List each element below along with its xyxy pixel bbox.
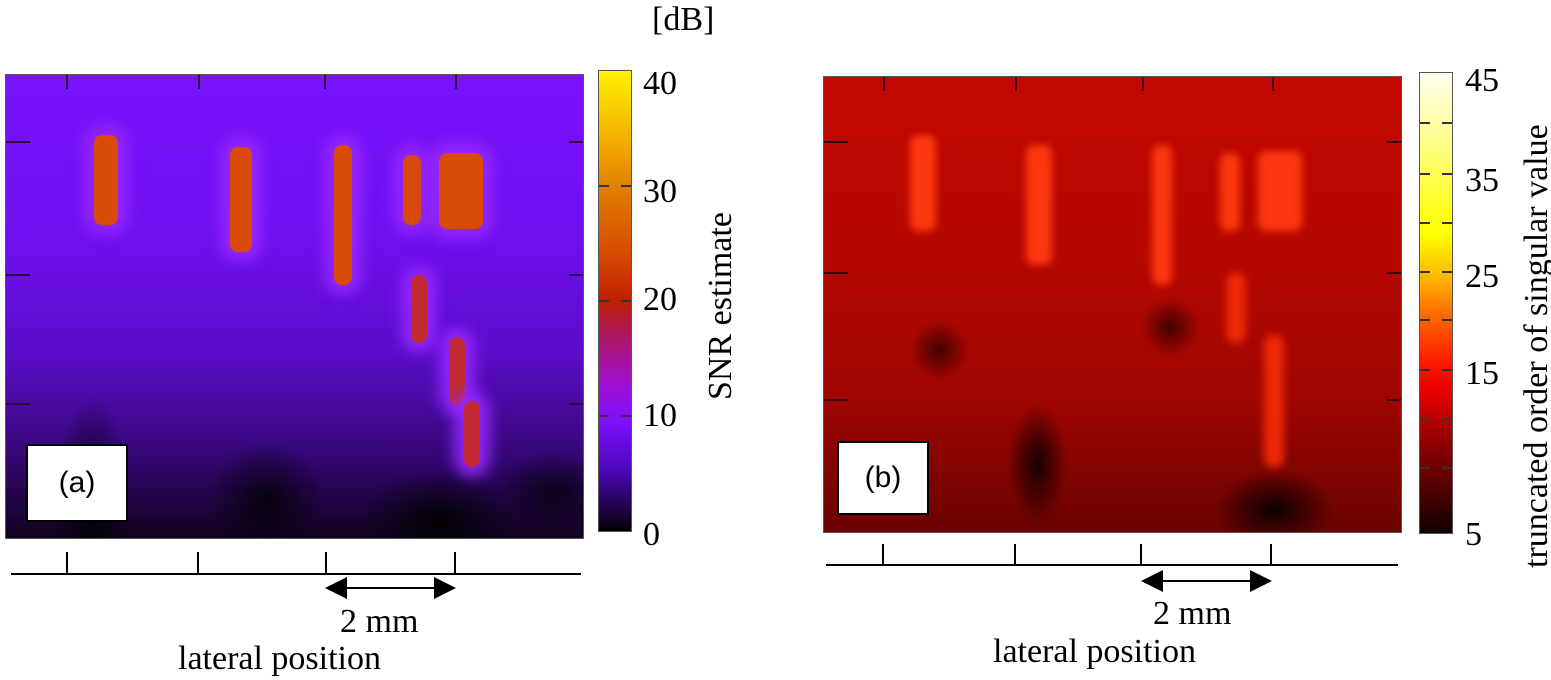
colorbar-tick <box>1420 271 1430 273</box>
colorbar-tick <box>1420 222 1430 224</box>
bright-spot <box>439 153 483 229</box>
arrow-left-icon <box>325 577 347 599</box>
scale-bar-arrow <box>340 587 440 589</box>
x-axis-tick <box>1014 544 1016 566</box>
colorbar-tick-label: 10 <box>643 397 677 434</box>
bright-spot <box>910 135 936 231</box>
top-tick <box>883 77 885 91</box>
colorbar-tick <box>1442 173 1452 175</box>
left-tick <box>824 272 848 274</box>
top-tick <box>66 75 68 89</box>
bright-spot <box>1026 145 1052 265</box>
top-tick <box>1142 77 1144 91</box>
heatmap-singular-value-panel: (b) <box>823 76 1402 533</box>
colorbar-tick <box>621 185 631 187</box>
colorbar-tick <box>1420 122 1430 124</box>
bright-spot <box>230 147 252 252</box>
colorbar-tick <box>621 300 631 302</box>
panel-label-b: (b) <box>837 441 929 515</box>
left-tick <box>6 403 30 405</box>
colorbar-tick <box>1420 418 1430 420</box>
bright-spot <box>94 135 118 225</box>
x-axis-tick <box>882 544 884 566</box>
colorbar-snr <box>598 70 632 532</box>
colorbar-tick <box>599 300 609 302</box>
colorbar-title: truncated order of singular value <box>1518 124 1551 568</box>
colorbar-tick-label: 25 <box>1465 258 1499 295</box>
colorbar-tick-label: 0 <box>643 516 660 553</box>
x-axis-label: lateral position <box>993 633 1197 670</box>
colorbar-tick-label: 20 <box>643 281 677 318</box>
x-axis-line <box>826 564 1398 566</box>
x-axis-label: lateral position <box>178 640 382 677</box>
x-axis-tick <box>325 552 327 574</box>
left-tick <box>824 399 848 401</box>
top-tick <box>1015 77 1017 91</box>
right-tick <box>1387 141 1401 143</box>
scale-bar-label: 2 mm <box>1153 595 1232 632</box>
colorbar-tick-label: 35 <box>1465 162 1499 199</box>
right-tick <box>569 274 583 276</box>
left-tick <box>824 141 848 143</box>
colorbar-title: SNR estimate <box>702 212 739 400</box>
right-tick <box>569 403 583 405</box>
bright-spot <box>1220 153 1240 231</box>
left-tick <box>6 274 30 276</box>
x-axis-tick <box>197 552 199 574</box>
panel-label-text: (b) <box>864 461 902 494</box>
colorbar-singular-value <box>1419 72 1453 534</box>
x-axis-tick <box>454 552 456 574</box>
arrow-right-icon <box>434 577 456 599</box>
bright-spot <box>403 155 421 225</box>
colorbar-tick-label: 5 <box>1465 516 1482 553</box>
colorbar-tick <box>1420 319 1430 321</box>
right-tick <box>1387 399 1401 401</box>
colorbar-tick-label: 15 <box>1465 355 1499 392</box>
arrow-left-icon <box>1141 570 1163 592</box>
colorbar-tick-label: 45 <box>1465 62 1499 99</box>
right-tick <box>569 141 583 143</box>
bright-spot <box>449 337 465 405</box>
colorbar-tick <box>621 415 631 417</box>
right-tick <box>1387 272 1401 274</box>
colorbar-tick <box>1442 418 1452 420</box>
colorbar-tick <box>1442 319 1452 321</box>
bright-spot <box>464 401 480 467</box>
scale-bar-arrow <box>1156 580 1256 582</box>
panel-label-a: (a) <box>26 444 128 522</box>
panel-label-text: (a) <box>58 466 96 499</box>
scale-bar-label: 2 mm <box>340 603 419 640</box>
bright-spot <box>1152 145 1172 285</box>
colorbar-tick <box>1442 467 1452 469</box>
x-axis-line <box>11 573 581 575</box>
colorbar-tick <box>1442 222 1452 224</box>
bright-spot <box>1264 335 1284 467</box>
top-tick <box>1272 77 1274 91</box>
colorbar-tick-label: 30 <box>643 173 677 210</box>
colorbar-tick <box>1420 369 1430 371</box>
colorbar-tick-label: 40 <box>643 65 677 102</box>
colorbar-unit: [dB] <box>652 1 715 38</box>
x-axis-tick <box>1270 544 1272 566</box>
bright-spot <box>1226 273 1246 343</box>
colorbar-tick <box>1442 369 1452 371</box>
colorbar-tick <box>599 415 609 417</box>
colorbar-tick <box>1420 173 1430 175</box>
top-tick <box>198 75 200 89</box>
top-tick <box>324 75 326 89</box>
x-axis-tick <box>1140 544 1142 566</box>
left-tick <box>6 141 30 143</box>
bright-spot <box>1258 151 1302 231</box>
bright-spot <box>411 275 427 343</box>
x-axis-tick <box>66 552 68 574</box>
arrow-right-icon <box>1250 570 1272 592</box>
bright-spot <box>334 145 352 285</box>
colorbar-tick <box>1442 122 1452 124</box>
colorbar-tick <box>1442 271 1452 273</box>
colorbar-tick <box>1420 467 1430 469</box>
colorbar-tick <box>599 185 609 187</box>
top-tick <box>455 75 457 89</box>
heatmap-snr-panel: (a) <box>5 74 584 539</box>
